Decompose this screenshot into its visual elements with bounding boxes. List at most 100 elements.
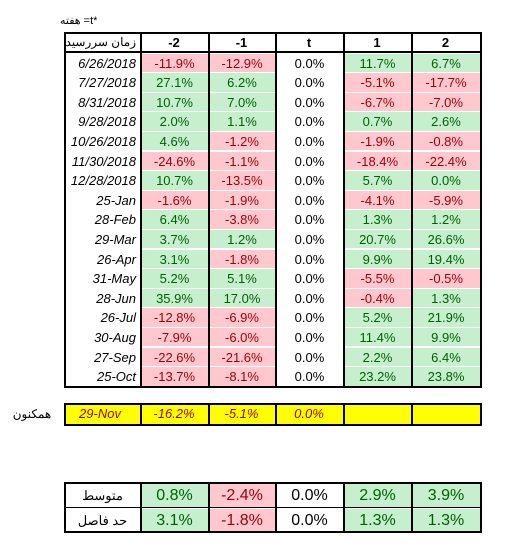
value-cell: 6.4% xyxy=(412,347,480,367)
value-cell: 0.0% xyxy=(294,369,325,385)
border xyxy=(275,403,277,426)
value-cell: 5.2% xyxy=(141,269,208,288)
value-cell: 11.7% xyxy=(344,53,411,73)
date-cell: 25-Oct xyxy=(96,369,136,385)
value-cell: 0.0% xyxy=(294,94,325,110)
value-cell: -0.4% xyxy=(344,288,411,308)
date-cell: 28-Jun xyxy=(96,290,136,306)
border xyxy=(480,482,482,533)
border xyxy=(480,32,482,389)
value-cell: -5.1% xyxy=(344,73,411,92)
border xyxy=(411,403,413,426)
value-cell: 35.9% xyxy=(141,288,208,308)
value-cell: 3.7% xyxy=(141,229,208,249)
border xyxy=(64,482,66,533)
value-cell: 2.6% xyxy=(412,112,480,131)
value-cell: -21.6% xyxy=(209,347,275,367)
header-cell: -2 xyxy=(168,35,180,50)
value-cell: 7.0% xyxy=(209,92,275,112)
current-cell: 29-Nov xyxy=(64,404,140,424)
date-cell: 29-Mar xyxy=(94,231,136,247)
value-cell: 0.0% xyxy=(294,349,325,365)
value-cell: -18.4% xyxy=(344,151,411,171)
value-cell: 5.2% xyxy=(344,308,411,327)
value-cell: -0.8% xyxy=(412,131,480,151)
date-cell: 11/30/2018 xyxy=(71,153,136,169)
value-cell: -7.0% xyxy=(412,92,480,112)
border xyxy=(64,32,482,34)
value-cell: -13.5% xyxy=(209,171,275,190)
value-cell: -8.1% xyxy=(209,367,275,386)
value-cell: 0.0% xyxy=(294,329,325,345)
border xyxy=(208,32,210,389)
header-cell: -1 xyxy=(235,35,248,50)
value-cell: -0.5% xyxy=(412,269,480,288)
summary-cell: 2.9% xyxy=(344,484,411,507)
value-cell: 2.2% xyxy=(344,347,411,367)
value-cell: -5.9% xyxy=(412,190,480,210)
value-cell: 0.0% xyxy=(294,212,325,228)
value-cell: 0.0% xyxy=(412,171,480,190)
date-cell: 28-Feb xyxy=(94,212,136,228)
value-cell: -1.9% xyxy=(209,190,275,210)
date-cell: 30-Aug xyxy=(94,329,136,345)
border xyxy=(411,32,413,389)
value-cell: 0.0% xyxy=(294,173,325,189)
summary-cell: 0.8% xyxy=(141,484,208,507)
value-cell: 0.0% xyxy=(294,310,325,326)
value-cell: 0.0% xyxy=(294,251,325,267)
value-cell: -6.7% xyxy=(344,92,411,112)
value-cell: -22.6% xyxy=(141,347,208,367)
value-cell: 19.4% xyxy=(412,249,480,269)
summary-cell: 3.9% xyxy=(412,484,480,507)
value-cell: 0.0% xyxy=(294,290,325,306)
border xyxy=(140,482,142,533)
value-cell: 6.2% xyxy=(209,73,275,92)
value-cell: -12.8% xyxy=(141,308,208,327)
value-cell: -1.2% xyxy=(209,131,275,151)
value-cell: 3.1% xyxy=(141,249,208,269)
current-cell: 0.0% xyxy=(275,404,343,424)
border xyxy=(343,32,345,389)
summary-cell: 0.0% xyxy=(291,512,328,529)
note: هفته =t* xyxy=(60,15,98,27)
value-cell: -6.0% xyxy=(209,327,275,347)
value-cell: 11.4% xyxy=(344,327,411,347)
value-cell: 0.0% xyxy=(294,153,325,169)
value-cell: 1.3% xyxy=(344,210,411,229)
value-cell: 1.2% xyxy=(209,229,275,249)
border xyxy=(140,403,142,426)
date-cell: 6/26/2018 xyxy=(78,55,136,71)
value-cell: 0.0% xyxy=(294,271,325,287)
border xyxy=(480,403,482,426)
current-cell xyxy=(411,404,480,424)
value-cell: -13.7% xyxy=(141,367,208,386)
date-cell: 9/28/2018 xyxy=(78,114,136,130)
border xyxy=(140,32,142,389)
value-cell: -12.9% xyxy=(209,53,275,73)
border xyxy=(64,482,482,484)
summary-label: حد فاصل xyxy=(77,513,128,528)
value-cell: 10.7% xyxy=(141,92,208,112)
value-cell: 0.0% xyxy=(294,75,325,91)
border xyxy=(343,403,345,426)
header-cell: t xyxy=(306,35,312,50)
date-cell: 8/31/2018 xyxy=(78,94,136,110)
value-cell: 6.7% xyxy=(412,53,480,73)
current-label: همکنون xyxy=(12,407,52,421)
value-cell: 26.6% xyxy=(412,229,480,249)
value-cell: 17.0% xyxy=(209,288,275,308)
value-cell: -17.7% xyxy=(412,73,480,92)
value-cell: -1.8% xyxy=(209,249,275,269)
value-cell: -3.8% xyxy=(209,210,275,229)
border xyxy=(411,482,413,533)
border xyxy=(64,51,482,53)
date-cell: 31-May xyxy=(92,271,136,287)
border xyxy=(64,424,482,426)
value-cell: -4.1% xyxy=(344,190,411,210)
border xyxy=(64,386,482,389)
header-cell: زمان سررسید xyxy=(65,35,136,49)
value-cell: 1.3% xyxy=(412,288,480,308)
border xyxy=(64,507,482,508)
